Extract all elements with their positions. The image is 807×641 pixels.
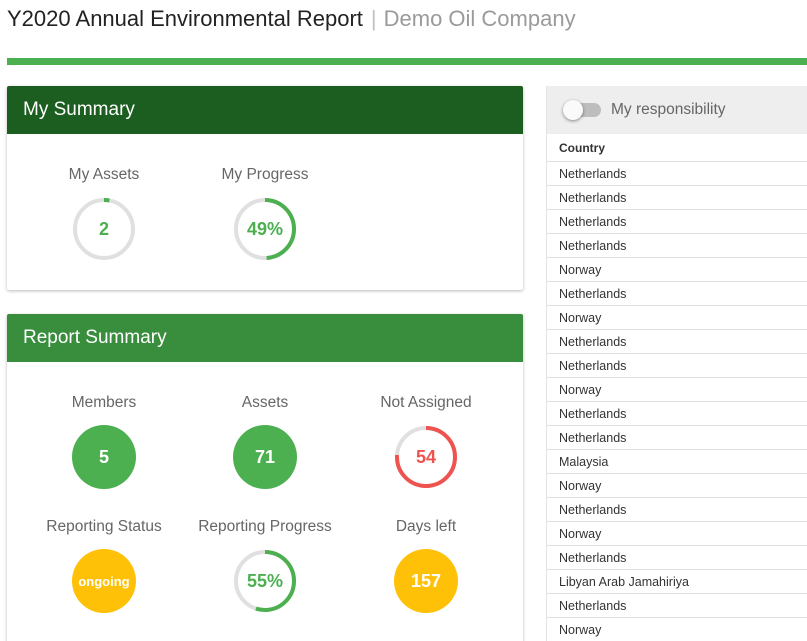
my-progress-label: My Progress xyxy=(221,166,309,183)
table-row[interactable]: Netherlands xyxy=(547,426,807,450)
my-summary-title: My Summary xyxy=(7,86,523,134)
page-header: Y2020 Annual Environmental Report | Demo… xyxy=(7,6,576,36)
reporting-status-value: ongoing xyxy=(72,549,136,613)
table-row[interactable]: Malaysia xyxy=(547,450,807,474)
table-row[interactable]: Norway xyxy=(547,618,807,641)
title-separator: | xyxy=(370,6,377,31)
ring-progress-arc xyxy=(234,198,296,260)
reporting-progress-metric: Reporting Progress 55% xyxy=(190,518,340,614)
assets-value: 71 xyxy=(233,425,297,489)
table-row[interactable]: Netherlands xyxy=(547,282,807,306)
toggle-knob[interactable] xyxy=(563,100,583,120)
table-row[interactable]: Netherlands xyxy=(547,498,807,522)
report-summary-title: Report Summary xyxy=(7,314,523,362)
reporting-progress-label: Reporting Progress xyxy=(198,518,332,535)
table-row[interactable]: Norway xyxy=(547,306,807,330)
ring-graphic xyxy=(73,198,135,260)
table-row[interactable]: Libyan Arab Jamahiriya xyxy=(547,570,807,594)
table-row[interactable]: Norway xyxy=(547,522,807,546)
members-label: Members xyxy=(71,394,137,411)
my-progress-ring: 49% xyxy=(232,196,298,262)
my-assets-metric: My Assets 2 xyxy=(29,166,179,262)
responsibility-filter-bar: My responsibility xyxy=(547,86,807,134)
days-left-label: Days left xyxy=(395,518,457,535)
ring-graphic xyxy=(234,550,296,612)
assets-label: Assets xyxy=(241,394,289,411)
country-list: Netherlands Netherlands Netherlands Netherl… xyxy=(547,162,807,641)
reporting-progress-ring: 55% xyxy=(232,548,298,614)
table-row[interactable]: Netherlands xyxy=(547,354,807,378)
company-name: Demo Oil Company xyxy=(383,6,576,31)
assets-country-panel: My responsibility Country Netherlands Net… xyxy=(546,86,807,641)
ring-progress-arc xyxy=(73,198,135,260)
table-row[interactable]: Netherlands xyxy=(547,210,807,234)
my-assets-ring: 2 xyxy=(71,196,137,262)
days-left-value: 157 xyxy=(394,549,458,613)
my-responsibility-toggle[interactable] xyxy=(563,98,603,122)
my-assets-label: My Assets xyxy=(68,166,140,183)
reporting-status-label: Reporting Status xyxy=(46,518,162,535)
header-accent-bar xyxy=(7,58,807,65)
table-row[interactable]: Netherlands xyxy=(547,330,807,354)
assets-metric: Assets 71 xyxy=(190,394,340,489)
ring-progress-arc xyxy=(234,550,296,612)
not-assigned-value: 54 xyxy=(415,446,437,467)
report-summary-card: Report Summary Members 5 Assets 71 Not A… xyxy=(7,314,523,641)
reporting-progress-value: 55% xyxy=(246,570,284,591)
my-summary-card: My Summary My Assets 2 My Progress 49% xyxy=(7,86,523,290)
table-row[interactable]: Norway xyxy=(547,258,807,282)
country-column-header[interactable]: Country xyxy=(547,134,807,162)
table-row[interactable]: Netherlands xyxy=(547,234,807,258)
my-progress-metric: My Progress 49% xyxy=(190,166,340,262)
not-assigned-label: Not Assigned xyxy=(380,394,472,411)
ring-graphic xyxy=(234,198,296,260)
members-value: 5 xyxy=(72,425,136,489)
table-row[interactable]: Norway xyxy=(547,474,807,498)
ring-progress-arc xyxy=(395,426,457,488)
not-assigned-metric: Not Assigned 54 xyxy=(351,394,501,490)
my-responsibility-label: My responsibility xyxy=(611,101,726,118)
my-assets-value: 2 xyxy=(98,218,109,239)
members-metric: Members 5 xyxy=(29,394,179,489)
table-row[interactable]: Netherlands xyxy=(547,402,807,426)
days-left-metric: Days left 157 xyxy=(351,518,501,613)
table-row[interactable]: Netherlands xyxy=(547,186,807,210)
table-row[interactable]: Netherlands xyxy=(547,546,807,570)
ring-graphic xyxy=(395,426,457,488)
table-row[interactable]: Netherlands xyxy=(547,594,807,618)
table-row[interactable]: Norway xyxy=(547,378,807,402)
table-row[interactable]: Netherlands xyxy=(547,162,807,186)
report-title: Y2020 Annual Environmental Report xyxy=(7,6,363,31)
not-assigned-ring: 54 xyxy=(393,424,459,490)
my-progress-value: 49% xyxy=(246,218,284,239)
reporting-status-metric: Reporting Status ongoing xyxy=(29,518,179,613)
